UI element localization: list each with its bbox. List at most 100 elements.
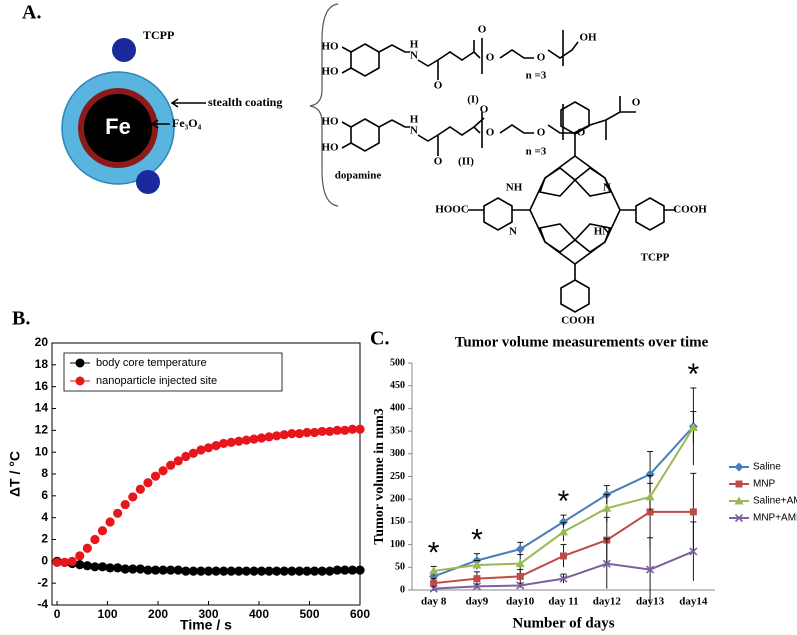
atom-label: OH bbox=[579, 32, 597, 44]
point bbox=[234, 436, 244, 446]
atom-label: O bbox=[434, 156, 443, 168]
y-tick-label: 14 bbox=[35, 401, 49, 415]
point bbox=[302, 566, 312, 576]
point bbox=[219, 566, 229, 576]
annotation: * bbox=[558, 485, 570, 518]
x-tick-label: day10 bbox=[506, 596, 535, 608]
point bbox=[472, 560, 482, 569]
point bbox=[473, 575, 481, 583]
y-tick-label: 500 bbox=[390, 357, 405, 368]
point bbox=[429, 566, 439, 575]
point bbox=[249, 434, 259, 444]
point bbox=[166, 565, 176, 575]
point bbox=[264, 432, 274, 442]
y-tick-label: 300 bbox=[390, 448, 405, 459]
y-tick-label: 10 bbox=[35, 444, 49, 458]
atom-label: O bbox=[537, 127, 546, 139]
atom-label: O bbox=[478, 24, 487, 36]
x-axis-label: Number of days bbox=[512, 615, 614, 631]
point bbox=[309, 427, 320, 438]
atom-label: COOH bbox=[673, 204, 707, 216]
point bbox=[689, 547, 698, 556]
legend-marker bbox=[735, 480, 743, 488]
point bbox=[203, 566, 214, 576]
point bbox=[645, 469, 655, 479]
legend-marker bbox=[734, 496, 744, 505]
point bbox=[234, 566, 244, 576]
point bbox=[82, 561, 92, 571]
core bbox=[84, 94, 152, 162]
y-tick-label: 20 bbox=[35, 335, 49, 349]
point bbox=[120, 564, 130, 574]
point bbox=[97, 526, 108, 536]
point bbox=[226, 566, 236, 576]
atom-label: N bbox=[410, 50, 418, 62]
point bbox=[325, 426, 335, 437]
point bbox=[90, 534, 100, 545]
point bbox=[135, 484, 145, 494]
point bbox=[90, 562, 100, 572]
shell-label: Fe₃O₄ bbox=[172, 116, 202, 130]
point bbox=[646, 508, 654, 516]
y-tick-label: 200 bbox=[390, 493, 405, 504]
point bbox=[340, 565, 350, 575]
point bbox=[188, 566, 198, 576]
point bbox=[430, 579, 438, 587]
point bbox=[646, 565, 655, 574]
point bbox=[241, 435, 251, 445]
legend-label: MNP+AMF bbox=[753, 513, 797, 524]
x-tick-label: day12 bbox=[593, 596, 622, 608]
bonds bbox=[341, 30, 676, 313]
atom-label: HO bbox=[321, 116, 339, 128]
y-tick-label: 0 bbox=[41, 554, 48, 568]
y-tick-label: 4 bbox=[41, 510, 48, 524]
point bbox=[559, 517, 568, 527]
point bbox=[294, 566, 305, 576]
point bbox=[173, 565, 183, 575]
point bbox=[150, 565, 161, 575]
point bbox=[82, 543, 92, 553]
point bbox=[113, 563, 123, 573]
point bbox=[279, 566, 289, 576]
point bbox=[302, 427, 312, 438]
point bbox=[347, 424, 358, 434]
point bbox=[181, 566, 191, 576]
y-tick-label: 6 bbox=[41, 488, 48, 502]
legend-marker bbox=[734, 462, 744, 472]
y-tick-label: 50 bbox=[395, 562, 405, 573]
x-axis-label: Time / s bbox=[180, 617, 232, 633]
panel-label: B. bbox=[12, 308, 30, 330]
y-tick-label: -4 bbox=[37, 597, 48, 611]
y-tick-label: 450 bbox=[390, 380, 405, 391]
y-tick-label: 250 bbox=[390, 471, 405, 482]
atom-label: O bbox=[480, 104, 489, 116]
point bbox=[325, 566, 335, 576]
point bbox=[196, 445, 206, 455]
atom-label: (I) bbox=[467, 94, 479, 106]
point bbox=[143, 478, 153, 488]
point bbox=[60, 557, 70, 568]
point bbox=[516, 572, 524, 580]
point bbox=[429, 584, 438, 593]
chart: C. 0 50 100 150 200 250 300 350 400 450 500 day 8 day… bbox=[370, 328, 797, 632]
annotation: * bbox=[428, 536, 440, 569]
atom-label: HO bbox=[321, 41, 339, 53]
atom-label: TCPP bbox=[641, 252, 670, 264]
point bbox=[105, 563, 115, 573]
point bbox=[559, 527, 568, 536]
point bbox=[559, 574, 568, 583]
atom-label: N bbox=[509, 226, 517, 238]
point bbox=[256, 433, 267, 443]
point bbox=[120, 499, 130, 510]
x-tick-label: 600 bbox=[350, 607, 370, 621]
point bbox=[75, 551, 85, 561]
point bbox=[355, 424, 365, 434]
point bbox=[211, 566, 221, 576]
point bbox=[340, 425, 350, 435]
point bbox=[256, 566, 267, 576]
point bbox=[52, 557, 62, 568]
x-tick-label: 100 bbox=[98, 607, 118, 621]
point bbox=[279, 430, 289, 440]
